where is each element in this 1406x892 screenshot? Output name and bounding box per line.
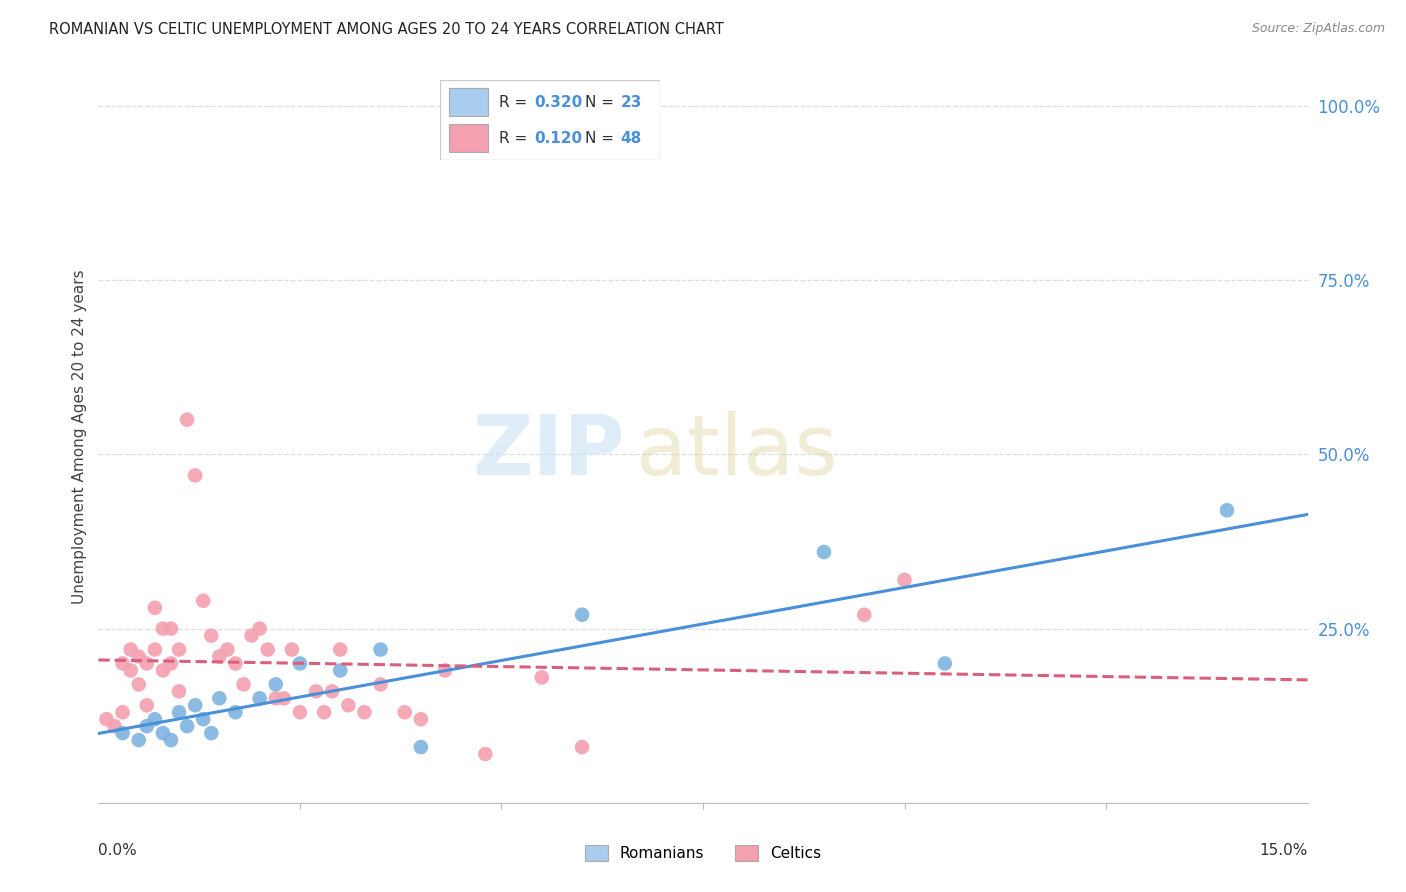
Text: 48: 48 xyxy=(620,131,641,146)
Point xyxy=(184,468,207,483)
Point xyxy=(160,733,183,747)
Point xyxy=(152,664,174,678)
Point xyxy=(530,670,553,684)
Point xyxy=(135,657,157,671)
Point xyxy=(288,657,311,671)
Point xyxy=(128,733,150,747)
Point xyxy=(193,594,215,608)
Point xyxy=(224,657,246,671)
Y-axis label: Unemployment Among Ages 20 to 24 years: Unemployment Among Ages 20 to 24 years xyxy=(72,269,87,605)
Point xyxy=(853,607,876,622)
Point xyxy=(571,740,593,755)
Text: R =: R = xyxy=(499,131,527,146)
Point xyxy=(111,705,134,719)
Point xyxy=(200,629,222,643)
Point xyxy=(249,691,271,706)
Text: N =: N = xyxy=(585,95,614,110)
Text: 0.0%: 0.0% xyxy=(98,843,138,858)
Point xyxy=(256,642,278,657)
Point xyxy=(193,712,215,726)
Point xyxy=(217,642,239,657)
Text: R =: R = xyxy=(499,95,527,110)
Point xyxy=(167,642,190,657)
Point xyxy=(370,642,392,657)
Text: 15.0%: 15.0% xyxy=(1260,843,1308,858)
Point xyxy=(176,412,198,426)
Point xyxy=(240,629,263,643)
Point xyxy=(305,684,328,698)
Point xyxy=(394,705,416,719)
Point xyxy=(409,740,432,755)
Point xyxy=(893,573,915,587)
Point xyxy=(160,657,183,671)
Point xyxy=(111,726,134,740)
Point xyxy=(111,657,134,671)
Point xyxy=(120,664,142,678)
Point xyxy=(249,622,271,636)
Bar xyxy=(449,124,488,152)
Point xyxy=(143,642,166,657)
Point xyxy=(232,677,254,691)
Point xyxy=(152,726,174,740)
Point xyxy=(128,649,150,664)
Point xyxy=(184,698,207,713)
Text: N =: N = xyxy=(585,131,614,146)
Point xyxy=(329,664,352,678)
Point xyxy=(273,691,295,706)
Point xyxy=(264,691,287,706)
Point xyxy=(813,545,835,559)
Point xyxy=(409,712,432,726)
Point xyxy=(167,684,190,698)
Point xyxy=(571,607,593,622)
Point xyxy=(321,684,343,698)
Point xyxy=(143,600,166,615)
Text: ROMANIAN VS CELTIC UNEMPLOYMENT AMONG AGES 20 TO 24 YEARS CORRELATION CHART: ROMANIAN VS CELTIC UNEMPLOYMENT AMONG AG… xyxy=(49,22,724,37)
Point xyxy=(281,642,304,657)
Point xyxy=(200,726,222,740)
Text: 0.120: 0.120 xyxy=(534,131,582,146)
Point xyxy=(103,719,125,733)
Point xyxy=(135,698,157,713)
Point xyxy=(96,712,118,726)
Point xyxy=(264,677,287,691)
Point xyxy=(208,691,231,706)
Point xyxy=(474,747,496,761)
Point xyxy=(314,705,336,719)
Bar xyxy=(449,88,488,116)
Point xyxy=(128,677,150,691)
Point xyxy=(934,657,956,671)
Text: Source: ZipAtlas.com: Source: ZipAtlas.com xyxy=(1251,22,1385,36)
Point xyxy=(160,622,183,636)
Point xyxy=(1216,503,1239,517)
Point xyxy=(434,664,457,678)
Point xyxy=(353,705,375,719)
Text: 0.320: 0.320 xyxy=(534,95,583,110)
Legend: Romanians, Celtics: Romanians, Celtics xyxy=(585,845,821,861)
Point xyxy=(176,719,198,733)
Point xyxy=(224,705,246,719)
Point xyxy=(288,705,311,719)
Point xyxy=(167,705,190,719)
Point xyxy=(329,642,352,657)
Text: atlas: atlas xyxy=(637,411,838,492)
Point xyxy=(135,719,157,733)
Point xyxy=(120,642,142,657)
Text: 23: 23 xyxy=(620,95,641,110)
Point xyxy=(143,712,166,726)
Point xyxy=(208,649,231,664)
Point xyxy=(370,677,392,691)
Point xyxy=(152,622,174,636)
Point xyxy=(337,698,360,713)
Text: ZIP: ZIP xyxy=(472,411,624,492)
